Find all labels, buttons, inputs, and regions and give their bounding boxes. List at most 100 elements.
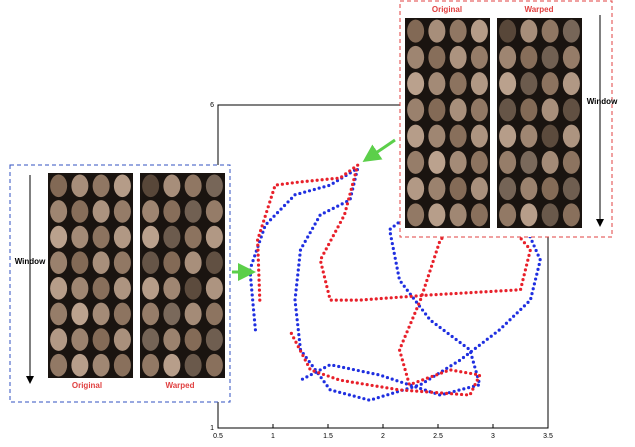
face: [206, 354, 223, 377]
face: [428, 98, 445, 121]
face: [542, 151, 559, 174]
face: [450, 72, 467, 95]
face: [206, 328, 223, 351]
face: [71, 251, 88, 274]
face: [163, 354, 180, 377]
face: [520, 151, 537, 174]
face: [185, 175, 202, 198]
warped-label: Warped: [524, 5, 553, 14]
face: [206, 200, 223, 223]
face: [542, 98, 559, 121]
face: [520, 125, 537, 148]
face: [428, 203, 445, 226]
face: [563, 125, 580, 148]
face: [93, 226, 110, 249]
face: [93, 251, 110, 274]
x-tick-label: 2: [381, 433, 385, 440]
face: [407, 72, 424, 95]
face: [499, 98, 516, 121]
x-tick-label: 1: [271, 433, 275, 440]
face: [206, 226, 223, 249]
face: [163, 200, 180, 223]
face: [114, 303, 131, 326]
x-tick-label: 3.5: [543, 433, 553, 440]
face: [407, 98, 424, 121]
face: [206, 303, 223, 326]
face: [163, 277, 180, 300]
window-label: Window: [587, 97, 618, 106]
face: [50, 354, 67, 377]
face: [499, 177, 516, 200]
face: [563, 177, 580, 200]
warped-label: Warped: [165, 381, 194, 390]
face: [520, 46, 537, 69]
figure: 0.511.522.533.5123456 Window Original Wa…: [0, 0, 635, 447]
face: [407, 203, 424, 226]
face: [50, 328, 67, 351]
face: [185, 200, 202, 223]
face: [93, 303, 110, 326]
original-label: Original: [72, 381, 102, 390]
face: [93, 354, 110, 377]
face: [563, 46, 580, 69]
face: [163, 251, 180, 274]
face: [407, 177, 424, 200]
face: [450, 98, 467, 121]
face: [428, 125, 445, 148]
face: [163, 303, 180, 326]
face: [185, 226, 202, 249]
face: [71, 200, 88, 223]
x-tick-label: 2.5: [433, 433, 443, 440]
face: [71, 226, 88, 249]
face: [407, 20, 424, 43]
face: [163, 175, 180, 198]
face: [50, 251, 67, 274]
face: [428, 46, 445, 69]
face: [499, 125, 516, 148]
face: [114, 277, 131, 300]
face: [499, 46, 516, 69]
face: [471, 98, 488, 121]
face: [471, 125, 488, 148]
face: [50, 277, 67, 300]
x-tick-label: 1.5: [323, 433, 333, 440]
face: [114, 175, 131, 198]
y-tick-label: 6: [210, 102, 214, 109]
face: [499, 72, 516, 95]
face: [428, 151, 445, 174]
face: [450, 177, 467, 200]
face: [563, 98, 580, 121]
window-label: Window: [15, 257, 46, 266]
face: [450, 20, 467, 43]
face: [520, 98, 537, 121]
face: [542, 46, 559, 69]
face: [114, 354, 131, 377]
face: [542, 125, 559, 148]
face: [142, 354, 159, 377]
face: [471, 177, 488, 200]
face: [428, 20, 445, 43]
face: [50, 303, 67, 326]
face: [71, 175, 88, 198]
face: [71, 354, 88, 377]
face: [520, 20, 537, 43]
face: [185, 277, 202, 300]
face: [163, 328, 180, 351]
face: [428, 177, 445, 200]
face: [450, 203, 467, 226]
face: [407, 46, 424, 69]
face: [471, 46, 488, 69]
face: [542, 20, 559, 43]
face: [206, 251, 223, 274]
face: [563, 72, 580, 95]
face: [114, 226, 131, 249]
face: [142, 277, 159, 300]
face: [450, 151, 467, 174]
face: [114, 328, 131, 351]
face: [93, 328, 110, 351]
face: [520, 72, 537, 95]
face: [185, 354, 202, 377]
x-tick-label: 0.5: [213, 433, 223, 440]
face: [142, 328, 159, 351]
face: [114, 251, 131, 274]
